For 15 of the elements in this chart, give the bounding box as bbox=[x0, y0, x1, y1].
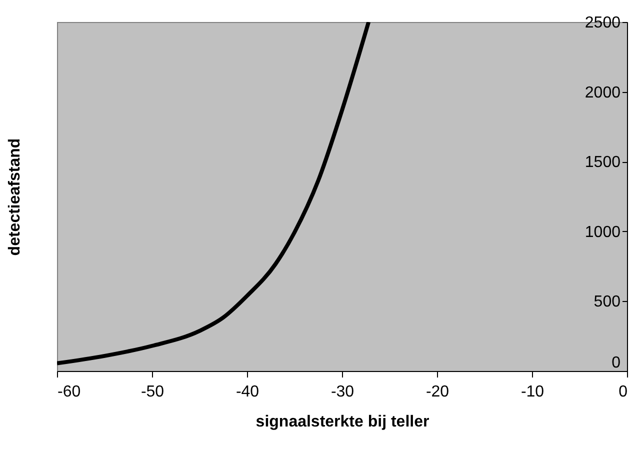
y-tick-label: 2500 bbox=[584, 14, 621, 32]
y-tick-label: 0 bbox=[612, 354, 621, 372]
x-tick-label: -30 bbox=[330, 384, 354, 400]
y-tick-label: 1000 bbox=[584, 224, 621, 241]
x-tick-label: -20 bbox=[426, 384, 450, 400]
x-axis-title: signaalsterkte bij teller bbox=[256, 414, 430, 430]
x-tick-label: -10 bbox=[520, 384, 544, 400]
x-tick-label: -50 bbox=[140, 384, 164, 400]
y-tick-label: 500 bbox=[594, 294, 621, 311]
x-tick-label: -60 bbox=[58, 384, 81, 400]
line-series bbox=[57, 22, 371, 366]
y-tick-label: 1500 bbox=[584, 154, 621, 172]
y-axis-title: detectieafstand bbox=[6, 138, 24, 256]
x-tick-label: -40 bbox=[236, 384, 260, 400]
y-tick-label: 2000 bbox=[584, 84, 621, 102]
